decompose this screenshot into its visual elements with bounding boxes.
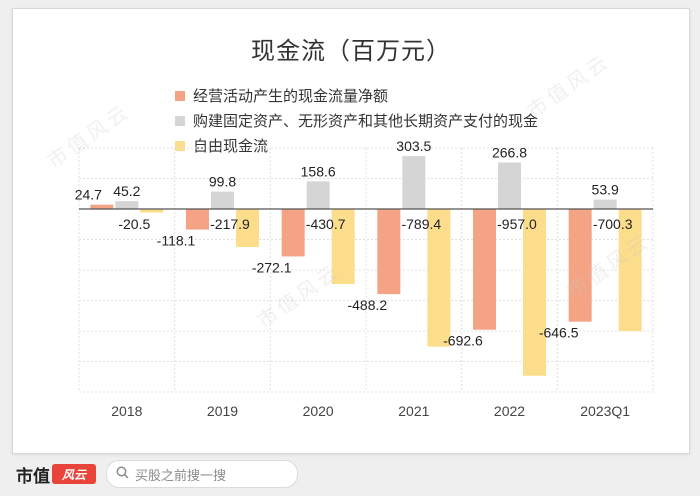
footer-bar: 市值 风云 买股之前搜一搜 <box>0 452 700 496</box>
legend-swatch-operating <box>175 90 185 101</box>
data-label: -118.1 <box>157 233 196 249</box>
chart-title: 现金流（百万元） <box>251 38 451 65</box>
bar-1-2021 <box>377 209 401 295</box>
legend-label-capex: 购建固定资产、无形资产和其他长期资产支付的现金 <box>193 113 539 130</box>
legend-label-free: 自由现金流 <box>193 138 269 155</box>
bar-2-2019 <box>211 191 234 209</box>
bar-2-2021 <box>402 156 426 209</box>
bar-3-2022 <box>523 209 546 376</box>
data-label: -488.2 <box>347 297 387 313</box>
x-tick-label: 2021 <box>398 403 429 419</box>
bar-chart: 24.7 45.2 -20.5 2018 -118.1 99.8 -217.9 2019 -27… <box>75 138 654 419</box>
bar-3-2023Q1 <box>618 209 642 332</box>
brand-text: 市值 <box>16 466 50 486</box>
bar-3-2021 <box>427 209 451 347</box>
bar-1-2020 <box>281 209 305 257</box>
chart-legend: 经营活动产生的现金流量净额 购建固定资产、无形资产和其他长期资产支付的现金 自由… <box>175 83 538 158</box>
data-label: -272.1 <box>252 259 292 275</box>
bar-1-2022 <box>473 209 496 330</box>
data-label: -646.5 <box>539 325 579 341</box>
x-tick-label: 2022 <box>494 403 525 419</box>
legend-item-capex: 购建固定资产、无形资产和其他长期资产支付的现金 <box>175 108 538 133</box>
data-label: -430.7 <box>306 216 346 232</box>
data-label: 158.6 <box>301 163 336 179</box>
data-label: 53.9 <box>592 182 619 198</box>
legend-swatch-capex <box>175 115 185 126</box>
bar-1-2019 <box>186 209 209 230</box>
x-tick-label: 2018 <box>111 403 142 419</box>
brand-logo[interactable]: 市值 风云 <box>16 462 96 487</box>
bar-3-2020 <box>331 209 355 285</box>
data-label: 303.5 <box>396 138 431 154</box>
x-tick-label: 2023Q1 <box>580 403 630 419</box>
search-icon <box>116 466 129 482</box>
legend-label-operating: 经营活动产生的现金流量净额 <box>193 88 389 105</box>
data-label: -789.4 <box>401 216 441 232</box>
search-bar[interactable]: 买股之前搜一搜 <box>106 460 298 488</box>
data-label: -700.3 <box>593 216 633 232</box>
bar-3-2018 <box>140 209 164 213</box>
data-label: -692.6 <box>443 333 483 349</box>
data-label: 24.7 <box>75 187 102 203</box>
data-label: 45.2 <box>113 183 140 199</box>
data-label: -957.0 <box>497 216 537 232</box>
bar-2-2022 <box>498 162 521 209</box>
bar-1-2018 <box>90 204 114 209</box>
x-tick-label: 2019 <box>207 403 238 419</box>
bar-2-2020 <box>306 181 330 209</box>
bar-2-2018 <box>115 201 139 209</box>
legend-item-free-cashflow: 自由现金流 <box>175 133 538 158</box>
data-label: 266.8 <box>492 145 527 161</box>
bar-1-2023Q1 <box>568 209 592 322</box>
x-tick-label: 2020 <box>303 403 334 419</box>
data-label: 99.8 <box>209 174 236 190</box>
legend-item-operating-cashflow: 经营活动产生的现金流量净额 <box>175 83 538 108</box>
data-label: -20.5 <box>118 216 150 232</box>
bar-3-2019 <box>236 209 259 247</box>
search-placeholder: 买股之前搜一搜 <box>135 467 227 483</box>
legend-swatch-free <box>175 140 185 151</box>
brand-mark: 风云 <box>52 464 96 484</box>
data-label: -217.9 <box>210 216 250 232</box>
bar-2-2023Q1 <box>593 199 617 209</box>
